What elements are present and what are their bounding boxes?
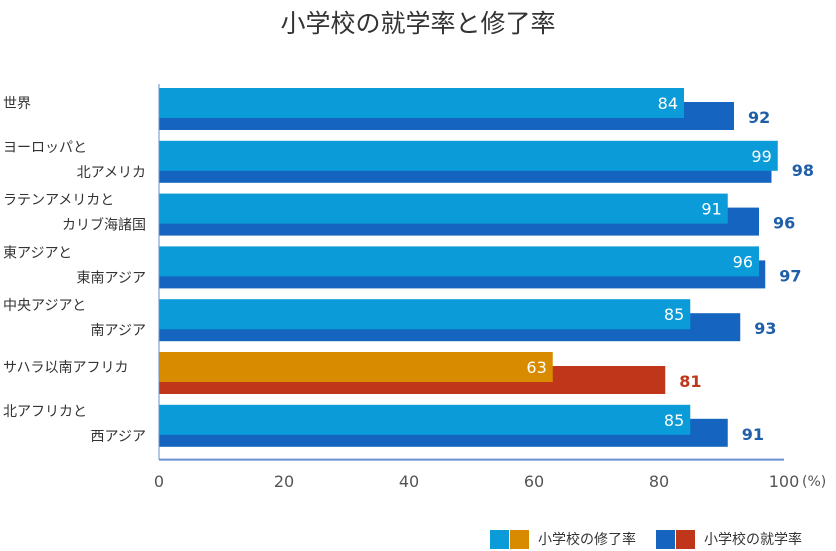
category-label: 西アジア — [91, 429, 146, 445]
data-label-enrollment: 91 — [742, 425, 764, 444]
bar-completion — [159, 404, 691, 435]
category-label: ヨーロッパと — [3, 140, 87, 156]
bar-completion — [159, 352, 553, 382]
category-label: 北アメリカ — [77, 165, 146, 181]
bar-completion — [159, 299, 691, 330]
category-label: ラテンアメリカと — [3, 193, 114, 209]
category-label: 南アジア — [91, 323, 146, 339]
data-label-completion: 84 — [658, 94, 678, 113]
legend-item-enrollment: 小学校の就学率 — [656, 529, 802, 549]
category-label: 東アジアと — [3, 245, 72, 261]
x-tick-label: 80 — [649, 472, 669, 491]
chart-title: 小学校の就学率と修了率 — [280, 9, 556, 38]
legend-swatch-completion — [490, 529, 509, 549]
bar-completion — [159, 246, 759, 277]
category-label: 中央アジアと — [3, 298, 86, 314]
data-label-completion: 91 — [701, 200, 721, 219]
data-label-enrollment: 96 — [773, 214, 795, 233]
category-label: サハラ以南アフリカ — [3, 360, 128, 376]
x-tick-label: 20 — [274, 472, 294, 491]
data-label-completion: 85 — [664, 411, 684, 430]
data-label-completion: 99 — [751, 147, 771, 166]
data-label-completion: 85 — [664, 305, 684, 324]
data-label-completion: 96 — [733, 252, 753, 271]
legend-item-completion: 小学校の修了率 — [490, 529, 636, 549]
legend-label-enrollment: 小学校の就学率 — [704, 532, 802, 548]
legend-swatch-completion-highlight — [510, 529, 529, 549]
data-label-enrollment: 98 — [792, 161, 814, 180]
x-tick-label: 60 — [524, 472, 544, 491]
bar-completion — [159, 88, 684, 118]
legend-swatch-enrollment-highlight — [676, 529, 695, 549]
data-label-enrollment: 93 — [754, 319, 776, 338]
x-tick-label: 40 — [399, 472, 419, 491]
legend-label-completion: 小学校の修了率 — [538, 532, 636, 548]
legend-swatch-enrollment — [656, 529, 675, 549]
x-tick-label: 100 — [769, 472, 800, 491]
data-label-enrollment: 97 — [779, 266, 801, 285]
category-label: 東南アジア — [77, 270, 146, 286]
data-label-enrollment: 92 — [748, 108, 770, 127]
category-label: 世界 — [3, 96, 31, 112]
x-unit-label: (%) — [802, 474, 826, 490]
legend: 小学校の修了率 小学校の就学率 — [490, 527, 822, 551]
bar-completion — [159, 193, 728, 224]
data-label-completion: 63 — [526, 358, 546, 377]
data-label-enrollment: 81 — [679, 372, 701, 391]
x-tick-label: 0 — [154, 472, 164, 491]
bar-completion — [159, 140, 778, 171]
category-label: 北アフリカと — [3, 404, 87, 420]
category-label: カリブ海諸国 — [62, 217, 146, 234]
